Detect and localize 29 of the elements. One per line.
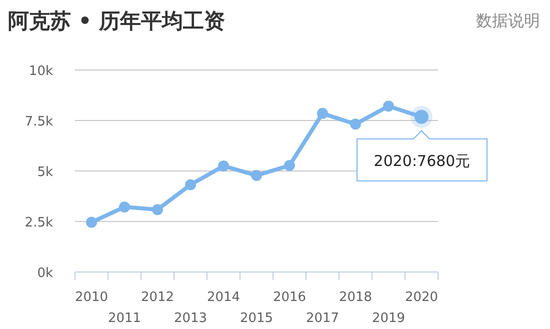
x-tick-label: 2017 bbox=[306, 311, 340, 326]
x-tick-label: 2010 bbox=[74, 290, 108, 305]
y-tick-label: 7.5k bbox=[24, 114, 54, 130]
y-tick-label: 10k bbox=[28, 64, 54, 79]
point bbox=[218, 160, 229, 172]
y-tick-label: 2.5k bbox=[24, 216, 54, 230]
x-tick-label: 2011 bbox=[108, 311, 142, 326]
x-tick-label: 2020 bbox=[404, 290, 438, 305]
annotation: 2020:7680元 bbox=[374, 152, 470, 170]
y-tick-label: 0k bbox=[37, 266, 54, 281]
x-tick-label: 2018 bbox=[338, 290, 372, 305]
y-tick-label: 5k bbox=[37, 165, 54, 180]
x-tick-label: 2012 bbox=[140, 290, 174, 305]
point bbox=[284, 160, 295, 172]
x-tick-label: 2015 bbox=[240, 311, 274, 326]
text: 数据说明 bbox=[476, 11, 540, 30]
point bbox=[317, 108, 328, 119]
point bbox=[251, 170, 262, 181]
x-tick-label: 2014 bbox=[206, 290, 240, 305]
point bbox=[350, 118, 361, 130]
point bbox=[152, 204, 163, 216]
point bbox=[185, 179, 196, 190]
x-tick-label: 2019 bbox=[372, 311, 406, 326]
point bbox=[383, 100, 394, 112]
x-tick-label: 2016 bbox=[272, 290, 306, 305]
point bbox=[86, 216, 97, 228]
chart-title: 阿克苏 • 历年平均工资 bbox=[8, 9, 226, 33]
point bbox=[119, 201, 130, 212]
x-tick-label: 2013 bbox=[174, 311, 208, 326]
